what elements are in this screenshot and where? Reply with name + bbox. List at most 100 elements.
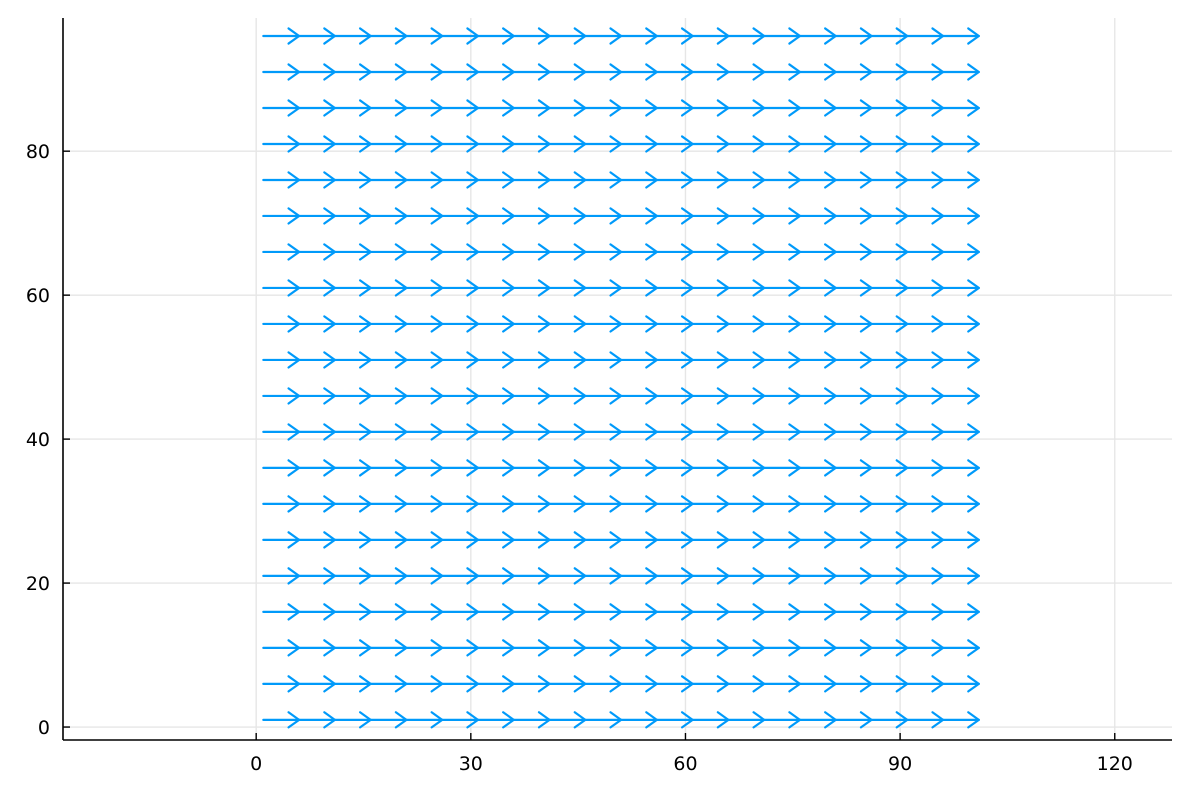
quiver-arrow: [870, 207, 909, 225]
quiver-arrow: [619, 603, 658, 621]
quiver-arrow: [262, 387, 301, 405]
quiver-arrow: [655, 531, 694, 549]
quiver-arrow: [834, 675, 873, 693]
grid: [63, 18, 1172, 740]
quiver-arrow: [798, 279, 837, 297]
quiver-arrow: [548, 423, 587, 441]
arrow-head: [967, 423, 980, 441]
quiver-arrow: [619, 27, 658, 45]
quiver-arrow: [727, 711, 766, 729]
quiver-arrow: [298, 531, 336, 549]
quiver-arrow: [441, 279, 480, 297]
quiver-arrow: [512, 387, 551, 405]
quiver-arrow: [691, 567, 730, 585]
quiver-arrow: [727, 27, 766, 45]
arrow-head: [967, 675, 980, 693]
quiver-arrow: [333, 423, 372, 441]
quiver-arrow: [512, 243, 551, 261]
quiver-arrow: [941, 243, 980, 261]
quiver-arrow: [834, 171, 873, 189]
quiver-arrow: [906, 171, 945, 189]
quiver-arrow: [262, 135, 301, 153]
quiver-arrow: [405, 243, 444, 261]
quiver-arrow: [906, 567, 945, 585]
quiver-arrow: [476, 63, 515, 81]
arrow-head: [967, 27, 980, 45]
quiver-arrow: [727, 207, 766, 225]
y-tick-label: 40: [26, 429, 50, 451]
quiver-arrow: [906, 675, 945, 693]
quiver-arrow: [548, 315, 587, 333]
quiver-arrow: [834, 279, 873, 297]
quiver-arrow: [584, 243, 623, 261]
quiver-arrow: [763, 315, 802, 333]
quiver-arrow: [512, 495, 551, 513]
quiver-arrow: [870, 423, 909, 441]
quiver-arrow: [512, 711, 551, 729]
quiver-arrow: [333, 279, 372, 297]
y-axis-ticks: 0 20 40 60 80: [26, 141, 70, 739]
quiver-arrow: [262, 675, 301, 693]
quiver-arrow: [584, 279, 623, 297]
quiver-arrow: [834, 423, 873, 441]
quiver-arrow: [512, 567, 551, 585]
quiver-arrow: [906, 279, 945, 297]
quiver-arrow: [405, 495, 444, 513]
quiver-arrow: [441, 351, 480, 369]
quiver-arrow: [691, 27, 730, 45]
quiver-arrow: [655, 495, 694, 513]
quiver-arrow: [512, 63, 551, 81]
quiver-arrow: [798, 207, 837, 225]
quiver-arrow: [763, 63, 802, 81]
quiver-arrow: [834, 315, 873, 333]
quiver-arrow: [298, 459, 336, 477]
quiver-arrow: [476, 171, 515, 189]
quiver-arrow: [548, 243, 587, 261]
quiver-arrow: [441, 387, 480, 405]
quiver-arrow: [405, 603, 444, 621]
quiver-arrow: [619, 99, 658, 117]
quiver-arrow: [441, 423, 480, 441]
quiver-arrow: [262, 99, 301, 117]
quiver-arrow: [834, 207, 873, 225]
quiver-arrow: [655, 63, 694, 81]
x-axis-ticks: 0 30 60 90 120: [250, 733, 1133, 775]
quiver-arrow: [369, 675, 408, 693]
quiver-arrow: [584, 207, 623, 225]
quiver-arrow: [655, 351, 694, 369]
quiver-arrow: [655, 639, 694, 657]
quiver-arrow: [798, 99, 837, 117]
quiver-arrow: [369, 63, 408, 81]
quiver-arrow: [441, 711, 480, 729]
quiver-arrow: [512, 603, 551, 621]
quiver-arrow: [941, 495, 980, 513]
quiver-arrow: [906, 243, 945, 261]
quiver-arrow: [476, 567, 515, 585]
quiver-arrow: [333, 459, 372, 477]
quiver-arrow: [369, 315, 408, 333]
quiver-arrow: [906, 603, 945, 621]
quiver-arrow: [548, 387, 587, 405]
x-tick-label: 90: [888, 753, 912, 775]
quiver-arrow: [763, 351, 802, 369]
quiver-arrow: [369, 99, 408, 117]
quiver-arrow: [941, 99, 980, 117]
quiver-arrow: [262, 711, 301, 729]
quiver-arrow: [619, 207, 658, 225]
quiver-arrow: [727, 495, 766, 513]
quiver-arrow: [476, 387, 515, 405]
quiver-arrow: [619, 171, 658, 189]
quiver-arrow: [941, 639, 980, 657]
quiver-arrow: [441, 459, 480, 477]
quiver-arrow: [870, 459, 909, 477]
quiver-arrow: [298, 99, 336, 117]
axes: [62, 18, 1172, 741]
quiver-arrow: [798, 639, 837, 657]
quiver-arrow: [441, 495, 480, 513]
quiver-arrow: [369, 603, 408, 621]
quiver-arrow: [548, 171, 587, 189]
quiver-arrow: [655, 603, 694, 621]
quiver-arrow: [476, 99, 515, 117]
quiver-arrow: [798, 135, 837, 153]
quiver-arrow: [691, 531, 730, 549]
